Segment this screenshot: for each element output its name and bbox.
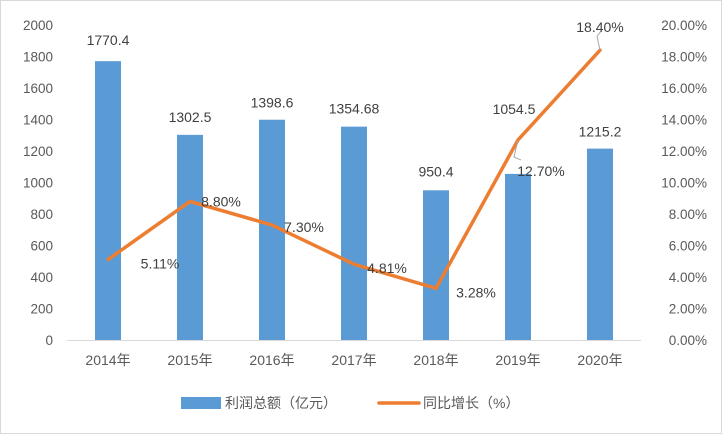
x-category-label: 2016年 — [249, 352, 294, 368]
bar — [587, 148, 613, 340]
y-left-tick-label: 800 — [30, 207, 53, 222]
bar-value-label: 1054.5 — [493, 101, 536, 117]
y-left-tick-label: 2000 — [23, 18, 53, 33]
x-category-label: 2015年 — [167, 352, 212, 368]
y-right-tick-label: 20.00% — [661, 18, 707, 33]
line-value-label: 8.80% — [201, 193, 241, 209]
y-left-tick-label: 1000 — [23, 176, 53, 191]
y-right-tick-label: 0.00% — [669, 333, 707, 348]
bar — [505, 173, 531, 340]
bar-value-label: 1302.5 — [169, 109, 212, 125]
y-left-tick-label: 1200 — [23, 144, 53, 159]
y-left-tick-label: 1400 — [23, 113, 53, 128]
bar — [423, 190, 449, 340]
y-right-tick-label: 2.00% — [669, 302, 707, 317]
bar-value-label: 1770.4 — [87, 32, 130, 48]
y-right-tick-label: 8.00% — [669, 207, 707, 222]
line-value-label: 5.11% — [141, 256, 180, 272]
y-right-tick-label: 6.00% — [669, 239, 707, 254]
line-value-label: 4.81% — [367, 260, 407, 276]
line-value-label: 18.40% — [576, 19, 623, 35]
bar-value-label: 950.4 — [418, 163, 453, 179]
bar-value-label: 1215.2 — [579, 124, 622, 140]
y-right-tick-label: 16.00% — [661, 81, 707, 96]
line-value-label: 7.30% — [284, 219, 324, 235]
line-value-label: 12.70% — [517, 163, 564, 179]
line-layer — [106, 30, 602, 291]
bar-value-label: 1354.68 — [329, 101, 380, 117]
y-left-tick-label: 600 — [30, 239, 53, 254]
leader-line — [513, 139, 522, 161]
axes-layer: 0 200 400 600 800 1000 1200 1400 1600 1800 2000 0.0… — [23, 18, 707, 368]
leader-line — [596, 30, 602, 51]
x-category-label: 2020年 — [577, 352, 622, 368]
bar — [341, 126, 367, 340]
y-left-tick-label: 1600 — [23, 81, 53, 96]
labels-layer: 1770.4 1302.5 1398.6 1354.68 950.4 1054.5 1215… — [87, 19, 624, 300]
y-right-tick-label: 4.00% — [669, 270, 707, 285]
y-left-tick-label: 400 — [30, 270, 53, 285]
line-value-label: 3.28% — [456, 284, 496, 300]
x-category-label: 2017年 — [331, 352, 376, 368]
legend-bar-label: 利润总额（亿元） — [225, 395, 337, 411]
bar — [177, 134, 203, 340]
bar — [95, 61, 121, 341]
y-left-tick-label: 0 — [45, 333, 53, 348]
y-right-tick-label: 18.00% — [661, 50, 707, 65]
y-right-tick-label: 12.00% — [661, 144, 707, 159]
bar-value-label: 1398.6 — [251, 95, 294, 111]
x-category-label: 2014年 — [85, 352, 130, 368]
legend-bar-swatch — [181, 397, 221, 409]
y-right-tick-label: 10.00% — [661, 176, 707, 191]
y-left-tick-label: 1800 — [23, 50, 53, 65]
legend-line-label: 同比增长（%） — [423, 395, 519, 411]
x-category-label: 2019年 — [495, 352, 540, 368]
legend: 利润总额（亿元） 同比增长（%） — [181, 395, 519, 411]
bars-layer — [95, 61, 613, 341]
y-left-tick-label: 200 — [30, 302, 53, 317]
y-right-tick-label: 14.00% — [661, 113, 707, 128]
x-category-label: 2018年 — [413, 352, 458, 368]
